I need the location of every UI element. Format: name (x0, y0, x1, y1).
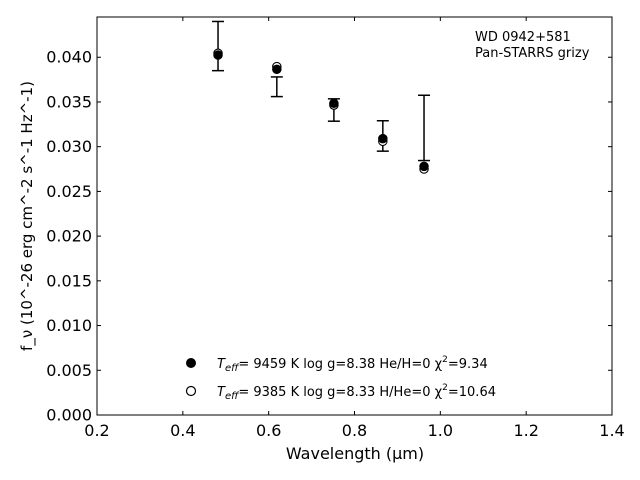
legend-2-eff: eff (225, 391, 240, 402)
x-tick-label: 1.4 (599, 421, 624, 440)
legend-1-chi: =9.34 (448, 357, 488, 372)
x-tick-label: 1.2 (513, 421, 538, 440)
y-tick-label: 0.015 (46, 271, 92, 290)
object-annotation: WD 0942+581 (475, 30, 571, 45)
legend-1-sup: 2 (442, 355, 448, 365)
y-tick-label: 0.000 (46, 406, 92, 425)
legend-2-sup: 2 (442, 383, 448, 393)
y-tick-label: 0.040 (46, 48, 92, 67)
x-tick-label: 0.4 (170, 421, 195, 440)
legend-open-marker (185, 385, 197, 397)
observed-error-bars (212, 20, 431, 162)
survey-annotation: Pan-STARRS grizy (475, 46, 590, 61)
model-points (213, 48, 429, 174)
legend-entry-2: Teff= 9385 K log g=8.33 H/He=0 χ2=10.64 (217, 383, 496, 402)
legend-entry-1: Teff= 9459 K log g=8.38 He/H=0 χ2=9.34 (217, 355, 488, 374)
axis-ticks: 0.2 0.4 0.6 0.8 1.0 1.2 1.4 0.000 0.005 0.010 0.01… (46, 17, 625, 440)
legend-2-main: = 9385 K log g=8.33 H/He=0 χ (238, 385, 442, 400)
filled-model-point (272, 64, 282, 75)
x-tick-label: 0.6 (256, 421, 281, 440)
legend-2-chi: =10.64 (448, 385, 496, 400)
y-axis-label: f_ν (10^-26 erg cm^-2 s^-1 Hz^-1) (18, 81, 37, 351)
filled-model-point (378, 133, 388, 144)
plot-frame (96, 16, 613, 416)
legend-2-t: T (217, 385, 226, 400)
y-tick-label: 0.005 (46, 361, 92, 380)
x-tick-label: 0.2 (84, 421, 109, 440)
legend-filled-marker (186, 358, 196, 368)
x-tick-label: 1.0 (428, 421, 453, 440)
x-tick-label: 0.8 (342, 421, 367, 440)
y-tick-label: 0.025 (46, 182, 92, 201)
legend-1-eff: eff (225, 363, 240, 374)
legend-1-t: T (217, 357, 226, 372)
legend-1-main: = 9459 K log g=8.38 He/H=0 χ (238, 357, 442, 372)
legend: Teff= 9459 K log g=8.38 He/H=0 χ2=9.34 T… (185, 355, 496, 402)
y-tick-label: 0.020 (46, 227, 92, 246)
filled-model-point (419, 161, 429, 172)
y-tick-label: 0.035 (46, 92, 92, 111)
filled-model-point (213, 50, 223, 60)
y-tick-label: 0.010 (46, 316, 92, 335)
x-axis-label: Wavelength (μm) (286, 444, 424, 463)
y-tick-label: 0.030 (46, 137, 92, 156)
filled-model-point (329, 98, 339, 109)
